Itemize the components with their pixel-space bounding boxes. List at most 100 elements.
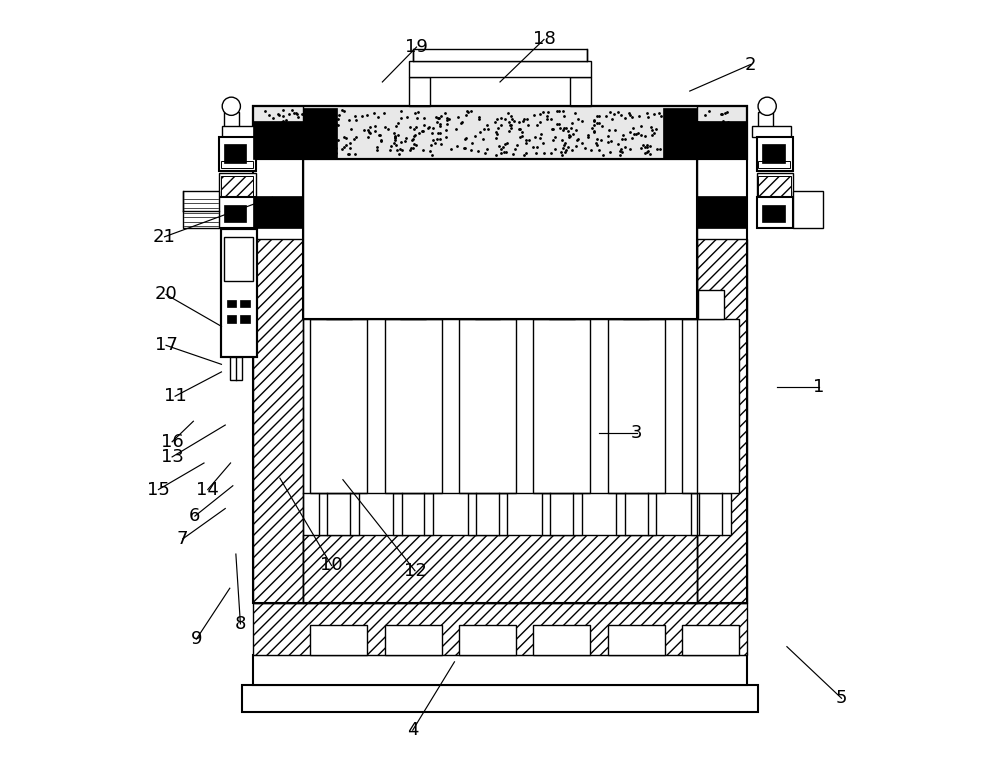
- Point: [288, 107, 304, 119]
- Point: [415, 144, 431, 156]
- Point: [398, 132, 414, 144]
- Point: [347, 148, 363, 160]
- Point: [267, 143, 283, 155]
- Point: [476, 123, 492, 135]
- Bar: [385, 625, 442, 655]
- Point: [644, 124, 660, 136]
- Point: [709, 136, 725, 148]
- Point: [467, 130, 483, 142]
- Point: [361, 126, 377, 138]
- Point: [387, 134, 403, 146]
- Point: [549, 118, 565, 130]
- Point: [568, 124, 584, 137]
- Bar: [459, 319, 516, 493]
- Point: [725, 124, 741, 137]
- Point: [536, 147, 552, 159]
- Point: [681, 140, 697, 152]
- Bar: [663, 108, 697, 159]
- Point: [704, 145, 720, 157]
- Point: [551, 118, 567, 130]
- Point: [432, 134, 448, 146]
- Text: 21: 21: [153, 228, 176, 246]
- Point: [443, 143, 459, 155]
- Point: [399, 111, 415, 123]
- Point: [672, 119, 688, 131]
- Text: 20: 20: [155, 285, 177, 304]
- Point: [497, 113, 513, 125]
- Bar: [697, 196, 747, 228]
- Text: 5: 5: [836, 689, 847, 707]
- Point: [633, 142, 649, 154]
- Bar: [221, 161, 253, 168]
- Point: [630, 128, 646, 140]
- Point: [728, 137, 744, 150]
- Bar: [757, 197, 793, 228]
- Point: [269, 139, 285, 151]
- Point: [331, 109, 347, 121]
- Point: [394, 144, 410, 156]
- Bar: [762, 144, 785, 163]
- Point: [433, 138, 449, 150]
- Point: [639, 138, 655, 150]
- Point: [707, 121, 723, 134]
- Point: [677, 143, 693, 156]
- Bar: [310, 625, 367, 655]
- Point: [646, 127, 662, 139]
- Point: [342, 137, 358, 149]
- Point: [275, 115, 291, 128]
- Point: [294, 108, 310, 120]
- Point: [635, 139, 651, 151]
- Point: [670, 108, 686, 120]
- Point: [453, 117, 469, 129]
- Point: [713, 108, 729, 120]
- Point: [431, 112, 447, 124]
- Point: [639, 146, 655, 158]
- Point: [543, 146, 559, 159]
- Text: 3: 3: [631, 424, 642, 442]
- Point: [298, 120, 314, 132]
- Point: [625, 122, 641, 134]
- Point: [491, 140, 507, 152]
- Point: [297, 132, 313, 144]
- Point: [663, 136, 679, 148]
- Point: [577, 142, 593, 154]
- Point: [688, 119, 704, 131]
- Point: [330, 113, 346, 125]
- Point: [703, 131, 719, 143]
- Point: [555, 142, 571, 154]
- Point: [328, 142, 344, 154]
- Point: [557, 146, 573, 158]
- Point: [589, 117, 605, 129]
- Point: [507, 143, 523, 155]
- Point: [595, 150, 611, 162]
- Point: [438, 131, 454, 143]
- Point: [309, 139, 325, 151]
- Point: [389, 144, 405, 156]
- Point: [377, 121, 393, 134]
- Point: [256, 131, 272, 143]
- Point: [707, 124, 723, 137]
- Point: [493, 143, 509, 155]
- Point: [258, 126, 274, 138]
- Point: [713, 149, 729, 161]
- Point: [516, 113, 532, 125]
- Point: [509, 139, 525, 151]
- Point: [296, 145, 312, 157]
- Bar: [253, 106, 747, 603]
- Point: [511, 123, 527, 135]
- Point: [347, 110, 363, 122]
- Point: [532, 116, 548, 128]
- Bar: [758, 112, 773, 128]
- Point: [713, 128, 729, 140]
- Point: [441, 113, 457, 125]
- Point: [480, 123, 496, 135]
- Point: [259, 119, 275, 131]
- Bar: [752, 126, 791, 137]
- Point: [342, 142, 358, 154]
- Point: [336, 105, 352, 117]
- Point: [683, 127, 699, 139]
- Point: [539, 109, 555, 121]
- Point: [679, 140, 695, 153]
- Point: [607, 124, 623, 136]
- Point: [383, 140, 399, 152]
